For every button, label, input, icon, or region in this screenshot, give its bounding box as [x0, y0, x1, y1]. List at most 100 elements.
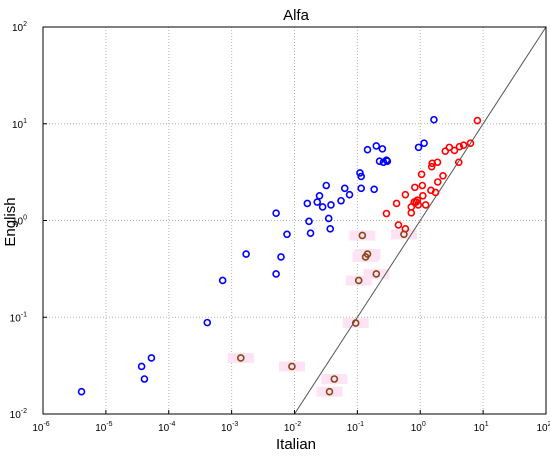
data-point [351, 319, 360, 327]
data-point [303, 199, 312, 208]
y-tick-label-exponent: -1 [21, 311, 27, 318]
x-tick-label-exponent: -3 [232, 421, 238, 428]
data-point [322, 181, 331, 190]
data-point [305, 217, 313, 226]
data-point [430, 115, 438, 124]
data-point [392, 199, 401, 208]
data-point [411, 183, 419, 192]
x-tick-label-base: 10 [95, 423, 107, 434]
data-point [140, 375, 149, 383]
y-tick-label-base: 10 [12, 23, 24, 34]
data-point [401, 190, 410, 199]
y-tick-label-exponent: 0 [23, 215, 27, 222]
data-point [455, 142, 464, 151]
data-point [313, 198, 322, 206]
x-tick-label-base: 10 [411, 423, 423, 434]
y-axis-label: English [2, 197, 19, 246]
data-point [77, 387, 86, 396]
y-tick-label: 10-2 [10, 408, 27, 421]
point-halo [363, 268, 390, 279]
y-tick-label-base: 10 [10, 313, 22, 324]
data-point [354, 276, 363, 285]
x-tick-label-exponent: 2 [548, 421, 550, 428]
chart-title: Alfa [283, 7, 310, 24]
data-point [363, 145, 372, 154]
point-halo [349, 230, 376, 241]
data-point [419, 192, 427, 200]
y-tick-label-exponent: 1 [23, 118, 27, 125]
data-point [414, 201, 423, 209]
x-tick-label: 10-2 [284, 421, 301, 434]
data-point [400, 230, 408, 239]
data-point [237, 354, 245, 362]
data-point [382, 209, 391, 218]
x-tick-label: 10-4 [158, 421, 175, 434]
x-tick-label-exponent: -5 [106, 421, 112, 428]
data-point [372, 270, 381, 278]
x-tick-label-exponent: 0 [422, 421, 426, 428]
grid [43, 27, 546, 414]
data-point [340, 184, 349, 193]
data-point [345, 190, 354, 199]
data-point [358, 231, 367, 240]
data-point [383, 157, 392, 166]
point-halo [342, 318, 369, 329]
data-point [277, 253, 285, 261]
data-point [283, 230, 291, 239]
y-tick-label: 101 [12, 118, 27, 131]
y-tick-label: 102 [12, 21, 27, 34]
data-point [418, 181, 427, 190]
data-point [394, 221, 403, 229]
x-tick-label-exponent: -2 [295, 421, 301, 428]
data-point [318, 203, 327, 211]
data-point [357, 172, 365, 181]
x-tick-label: 100 [411, 421, 426, 434]
x-tick-label-exponent: -1 [358, 421, 364, 428]
point-halo [227, 352, 254, 363]
y-tick-label-exponent: -2 [21, 408, 27, 415]
x-tick-label-exponent: 1 [485, 421, 489, 428]
data-point [337, 196, 345, 205]
data-point [242, 250, 250, 258]
data-point [441, 147, 450, 156]
data-point [147, 354, 156, 362]
data-points [77, 115, 482, 396]
data-point [356, 169, 364, 177]
x-tick-label: 102 [536, 421, 550, 434]
x-axis-label: Italian [276, 436, 316, 453]
data-point [420, 139, 428, 147]
data-point [326, 225, 335, 233]
x-tick-label: 101 [474, 421, 489, 434]
x-tick-label-base: 10 [221, 423, 233, 434]
x-tick-label-base: 10 [158, 423, 170, 434]
data-point [473, 116, 482, 125]
point-halo [316, 386, 343, 397]
data-point [427, 162, 436, 171]
y-tick-label-exponent: 2 [23, 21, 27, 28]
data-point [325, 387, 334, 396]
data-point [433, 178, 442, 186]
data-point [363, 250, 372, 258]
x-tick-label: 10-5 [95, 421, 112, 434]
reference-line [294, 26, 547, 415]
point-halo [390, 229, 417, 240]
data-point [137, 362, 146, 371]
data-point [288, 362, 296, 371]
x-tick-label-base: 10 [474, 423, 486, 434]
point-halo [278, 361, 305, 372]
data-point [324, 214, 333, 223]
point-halo [321, 374, 348, 385]
y-tick-label-base: 10 [12, 120, 24, 131]
data-point [272, 209, 280, 217]
y-tick-label-base: 10 [10, 410, 22, 421]
data-point [378, 145, 387, 153]
data-point [450, 146, 459, 155]
data-point [330, 375, 339, 383]
data-point [327, 201, 335, 209]
data-point [431, 188, 440, 197]
y-tick-label-base: 10 [12, 217, 24, 228]
data-point [315, 192, 324, 200]
point-halo [345, 275, 372, 286]
data-point [454, 158, 463, 167]
data-point [357, 184, 365, 193]
